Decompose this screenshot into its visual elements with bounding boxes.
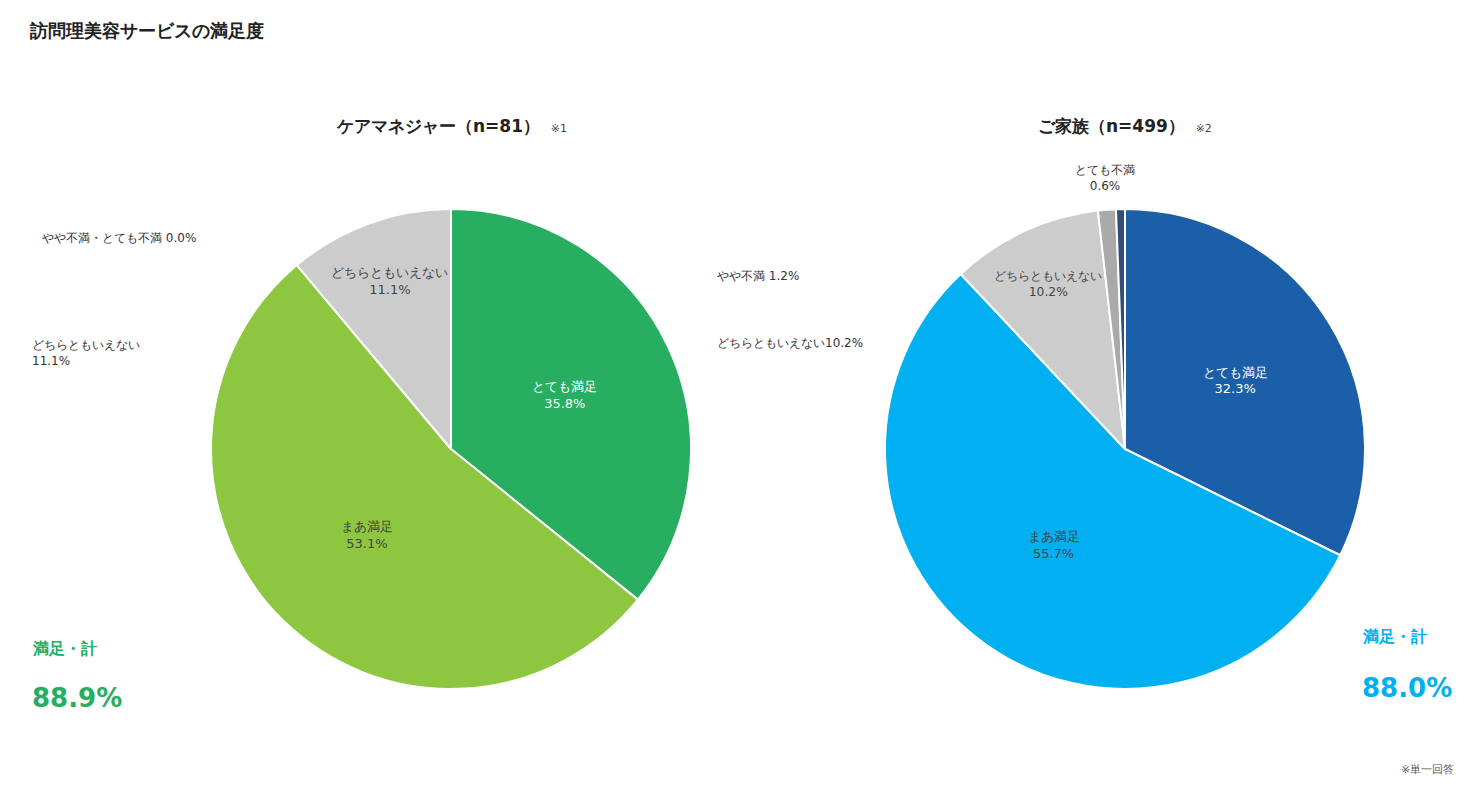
svg-text:88.9%: 88.9% — [32, 683, 122, 713]
svg-text:とても満足35.8%: とても満足35.8% — [532, 379, 597, 411]
svg-text:どちらともいえない10.2%: どちらともいえない10.2% — [717, 336, 863, 350]
svg-text:まあ満足53.1%: まあ満足53.1% — [341, 519, 393, 551]
svg-text:満足・計: 満足・計 — [1362, 627, 1427, 646]
svg-text:88.0%: 88.0% — [1362, 673, 1452, 703]
svg-text:やや不満・とても不満 0.0%: やや不満・とても不満 0.0% — [42, 231, 196, 245]
svg-text:どちらともいえない11.1%: どちらともいえない11.1% — [32, 338, 140, 368]
svg-text:訪問理美容サービスの満足度: 訪問理美容サービスの満足度 — [29, 20, 264, 41]
svg-text:まあ満足55.7%: まあ満足55.7% — [1028, 529, 1080, 561]
svg-text:ご家族（n=499） ※2: ご家族（n=499） ※2 — [1038, 116, 1212, 136]
svg-text:ケアマネジャー（n=81） ※1: ケアマネジャー（n=81） ※1 — [336, 116, 567, 136]
svg-text:どちらともいえない11.1%: どちらともいえない11.1% — [331, 265, 448, 297]
svg-text:どちらともいえない10.2%: どちらともいえない10.2% — [994, 269, 1102, 299]
svg-text:とても不満0.6%: とても不満0.6% — [1075, 163, 1135, 193]
svg-text:とても満足32.3%: とても満足32.3% — [1203, 365, 1268, 397]
svg-text:満足・計: 満足・計 — [32, 639, 97, 658]
svg-text:※単一回答: ※単一回答 — [1401, 763, 1454, 776]
svg-text:やや不満 1.2%: やや不満 1.2% — [717, 269, 799, 283]
